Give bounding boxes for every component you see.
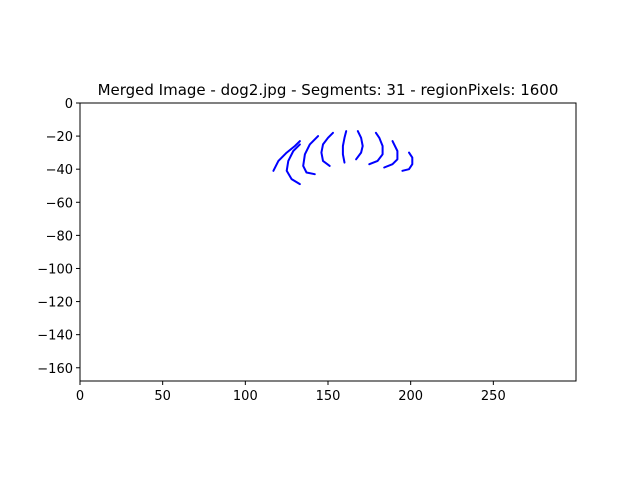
y-tick-label: −120	[37, 296, 73, 311]
x-tick-label: 250	[481, 389, 506, 404]
series-line-8	[383, 140, 399, 169]
y-tick-label: −60	[46, 196, 73, 211]
series-line-2	[285, 143, 301, 186]
plot-frame	[79, 102, 577, 382]
y-tick-label: −160	[37, 362, 73, 377]
x-axis: 0 50 100 150 200 250	[76, 381, 506, 404]
series-line-5	[341, 130, 348, 164]
x-tick-label: 100	[233, 389, 258, 404]
series-line-6	[355, 130, 364, 161]
series-line-9	[401, 151, 414, 172]
y-tick-label: −140	[37, 329, 73, 344]
series-layer	[272, 130, 414, 186]
x-tick-label: 0	[76, 389, 84, 404]
y-tick-label: −40	[46, 163, 73, 178]
y-tick-label: 0	[65, 97, 73, 112]
x-tick-label: 50	[154, 389, 171, 404]
x-tick-label: 200	[398, 389, 423, 404]
series-line-3	[302, 135, 320, 176]
series-line-4	[320, 131, 334, 167]
series-line-7	[368, 131, 384, 166]
series-line-1	[272, 140, 301, 172]
chart-title: Merged Image - dog2.jpg - Segments: 31 -…	[98, 81, 559, 99]
y-axis: 0 −20 −40 −60 −80 −100 −120 −140 −160	[37, 97, 80, 377]
y-tick-label: −100	[37, 262, 73, 277]
y-tick-label: −20	[46, 130, 73, 145]
y-tick-label: −80	[46, 229, 73, 244]
x-tick-label: 150	[316, 389, 341, 404]
